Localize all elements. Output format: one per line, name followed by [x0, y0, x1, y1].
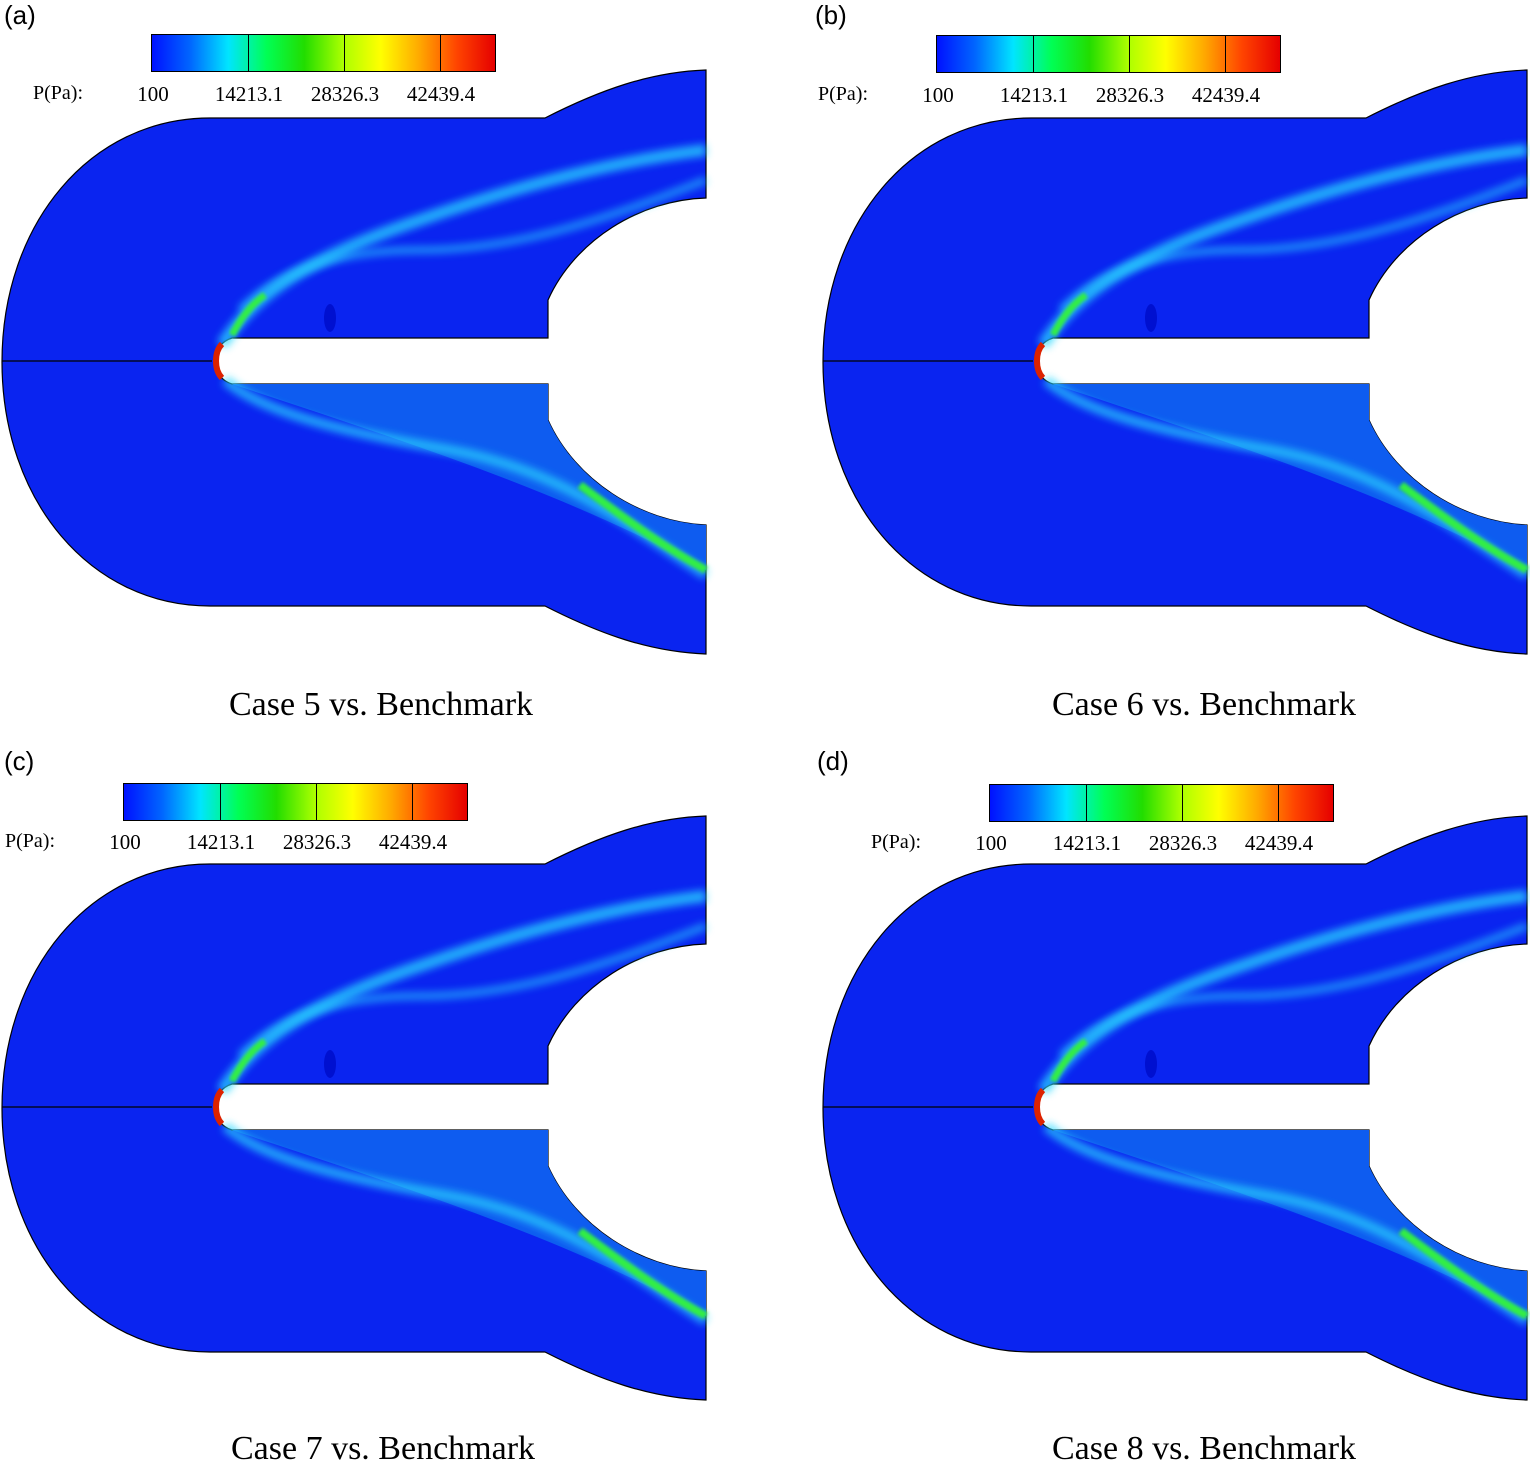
upper-reflected-band [1058, 176, 1529, 313]
lower-shock-core [577, 481, 708, 574]
panel-label: (b) [815, 0, 847, 30]
colorbar [936, 35, 1281, 73]
colorbar-divider [1182, 785, 1184, 821]
colorbar-tick: 14213.1 [999, 83, 1069, 107]
stagnation-region [213, 1087, 225, 1127]
domain-group [822, 69, 1530, 655]
colorbar-tick: 28326.3 [282, 830, 352, 854]
colorbar-divider [1278, 785, 1280, 821]
colorbar-tick: 28326.3 [310, 82, 380, 106]
upper-shock-core [1049, 1038, 1089, 1083]
flow-domain [822, 69, 1528, 655]
colorbar-tick: 42439.4 [1191, 83, 1261, 107]
pressure-contour [1, 815, 709, 1401]
vortex-spot [1145, 304, 1157, 332]
colorbar-tick: 14213.1 [186, 830, 256, 854]
panel-label: (d) [817, 746, 849, 776]
flow-domain [1, 69, 707, 655]
lower-shock-core [1398, 481, 1529, 574]
upper-reflected-band [237, 922, 708, 1059]
stagnation-region [1034, 1087, 1046, 1127]
pressure-contour [822, 815, 1530, 1401]
panel-label: (c) [4, 746, 35, 776]
colorbar-title: P(Pa): [871, 831, 921, 853]
colorbar-divider [220, 784, 222, 820]
colorbar-divider [344, 35, 346, 71]
colorbar-tick: 100 [109, 830, 141, 854]
pressure-contour [822, 69, 1530, 655]
lower-wake-region [1053, 1130, 1527, 1316]
colorbar-title: P(Pa): [33, 82, 83, 104]
panel-caption: Case 6 vs. Benchmark [1051, 686, 1357, 723]
lower-shock-core [1398, 1227, 1529, 1320]
upper-shock-core [1049, 292, 1089, 337]
vortex-spot [324, 1050, 336, 1078]
panel-a: (a) P(Pa): 100 14213.1 28326.3 42439.4 C… [0, 0, 765, 732]
panel-d: (d) P(Pa): 100 14213.1 28326.3 42439.4 C… [765, 732, 1530, 1467]
colorbar-tick: 100 [137, 82, 169, 106]
colorbar-tick: 14213.1 [214, 82, 284, 106]
colorbar-tick: 100 [922, 83, 954, 107]
colorbar-divider [248, 35, 250, 71]
flow-domain [822, 815, 1528, 1401]
panel-caption: Case 8 vs. Benchmark [1051, 1430, 1357, 1467]
pressure-contour [1, 69, 709, 655]
panel-c: (c) P(Pa): 100 14213.1 28326.3 42439.4 C… [0, 732, 765, 1467]
colorbar-tick: 28326.3 [1148, 831, 1218, 855]
lower-wake-region [232, 1130, 706, 1316]
panel-caption: Case 5 vs. Benchmark [228, 686, 534, 723]
upper-shock-core [228, 292, 268, 337]
colorbar-tick: 14213.1 [1052, 831, 1122, 855]
colorbar [989, 784, 1334, 822]
colorbar-divider [1225, 36, 1227, 72]
colorbar-title: P(Pa): [818, 83, 868, 105]
upper-shock-core [228, 1038, 268, 1083]
upper-reflected-band [1058, 922, 1529, 1059]
colorbar-title: P(Pa): [5, 830, 55, 852]
panel-label: (a) [4, 0, 36, 30]
colorbar-tick: 28326.3 [1095, 83, 1165, 107]
colorbar [151, 34, 496, 72]
colorbar-tick: 100 [975, 831, 1007, 855]
vortex-spot [1145, 1050, 1157, 1078]
colorbar-divider [1086, 785, 1088, 821]
colorbar-divider [316, 784, 318, 820]
stagnation-region [213, 341, 225, 381]
panel-caption: Case 7 vs. Benchmark [230, 1430, 536, 1467]
flow-domain [1, 815, 707, 1401]
domain-group [822, 815, 1530, 1401]
lower-shock-core [577, 1227, 708, 1320]
domain-group [1, 815, 709, 1401]
domain-group [1, 69, 709, 655]
colorbar-divider [440, 35, 442, 71]
colorbar-tick: 42439.4 [378, 830, 448, 854]
upper-reflected-band [237, 176, 708, 313]
colorbar-divider [1129, 36, 1131, 72]
colorbar-divider [1033, 36, 1035, 72]
colorbar-tick: 42439.4 [1244, 831, 1314, 855]
lower-wake-region [232, 384, 706, 570]
colorbar [123, 783, 468, 821]
stagnation-region [1034, 341, 1046, 381]
lower-wake-region [1053, 384, 1527, 570]
panel-b: (b) P(Pa): 100 14213.1 28326.3 42439.4 C… [765, 0, 1530, 732]
vortex-spot [324, 304, 336, 332]
colorbar-divider [412, 784, 414, 820]
colorbar-tick: 42439.4 [406, 82, 476, 106]
